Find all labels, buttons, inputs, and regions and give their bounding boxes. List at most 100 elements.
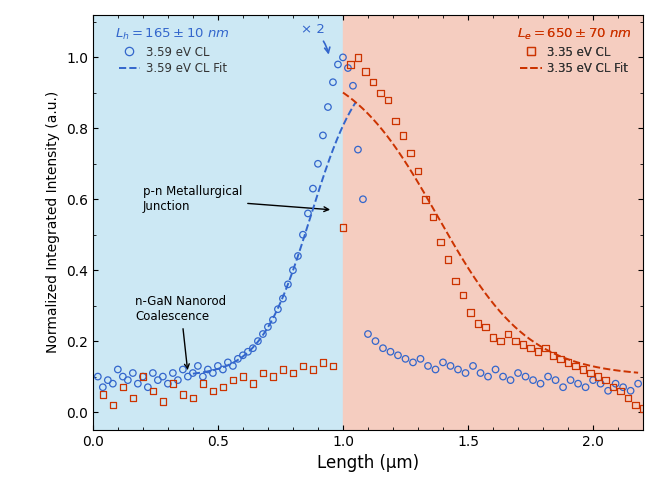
Point: [313, 160, 324, 168]
Point: [103, 376, 113, 384]
Point: [375, 89, 386, 97]
Point: [383, 96, 393, 104]
Point: [162, 380, 173, 388]
Point: [573, 380, 583, 388]
Point: [152, 376, 163, 384]
Point: [168, 369, 178, 377]
Point: [178, 390, 188, 398]
Point: [278, 366, 288, 373]
Point: [113, 366, 123, 373]
Point: [512, 369, 523, 377]
Point: [288, 369, 298, 377]
Point: [198, 380, 208, 388]
Point: [490, 366, 501, 373]
Point: [483, 372, 493, 380]
Text: p-n Metallurgical
Junction: p-n Metallurgical Junction: [143, 185, 329, 213]
Point: [378, 344, 389, 352]
Point: [543, 372, 554, 380]
Point: [400, 355, 411, 363]
Point: [93, 372, 103, 380]
Point: [337, 53, 348, 61]
Point: [390, 117, 400, 125]
Point: [137, 372, 148, 380]
Point: [188, 369, 198, 377]
Point: [133, 380, 143, 388]
Point: [638, 405, 648, 412]
Point: [443, 255, 453, 263]
Point: [405, 149, 416, 157]
Point: [415, 355, 426, 363]
Point: [460, 369, 471, 377]
Point: [253, 337, 263, 345]
Point: [127, 369, 138, 377]
Point: [533, 348, 544, 356]
Point: [423, 362, 434, 370]
Point: [563, 359, 573, 367]
Point: [633, 380, 643, 388]
Point: [337, 224, 348, 232]
Point: [353, 53, 363, 61]
Point: [272, 305, 283, 313]
Point: [435, 238, 446, 246]
Point: [357, 195, 368, 203]
Point: [97, 383, 108, 391]
Point: [97, 390, 108, 398]
Point: [556, 355, 566, 363]
Point: [148, 369, 158, 377]
Y-axis label: Normalized Integrated Intensity (a.u.): Normalized Integrated Intensity (a.u.): [46, 91, 60, 353]
Point: [525, 344, 536, 352]
Point: [217, 366, 228, 373]
Point: [282, 281, 293, 288]
Point: [328, 362, 338, 370]
Point: [535, 380, 546, 388]
Point: [203, 366, 213, 373]
Point: [580, 383, 591, 391]
Point: [518, 341, 528, 349]
Point: [117, 383, 128, 391]
Text: n-GaN Nanorod
Coalescence: n-GaN Nanorod Coalescence: [135, 295, 227, 369]
Point: [398, 131, 408, 139]
Point: [566, 376, 576, 384]
Point: [467, 362, 478, 370]
Point: [345, 61, 356, 69]
Point: [158, 372, 168, 380]
Point: [548, 351, 558, 359]
Point: [188, 394, 198, 402]
Point: [328, 78, 338, 86]
Point: [480, 323, 491, 331]
Point: [107, 380, 118, 388]
Point: [593, 372, 603, 380]
Point: [308, 366, 318, 373]
Point: [227, 376, 238, 384]
Point: [445, 362, 455, 370]
Point: [360, 68, 371, 76]
Point: [457, 291, 468, 299]
Point: [198, 372, 208, 380]
Point: [298, 362, 308, 370]
Point: [217, 383, 228, 391]
Point: [428, 213, 438, 221]
Point: [178, 366, 188, 373]
Point: [368, 78, 379, 86]
Point: [623, 394, 633, 402]
Point: [258, 330, 269, 338]
Bar: [343, 15, 643, 430]
Point: [208, 387, 218, 395]
Point: [550, 376, 561, 384]
Point: [495, 337, 506, 345]
Point: [465, 309, 476, 317]
Point: [392, 351, 403, 359]
Point: [172, 376, 183, 384]
Point: [268, 316, 278, 324]
Point: [625, 387, 636, 395]
Point: [505, 376, 516, 384]
Legend: 3.35 eV CL, 3.35 eV CL Fit: 3.35 eV CL, 3.35 eV CL Fit: [517, 27, 632, 75]
Point: [408, 359, 418, 367]
Point: [430, 366, 441, 373]
Point: [511, 337, 521, 345]
Point: [453, 366, 463, 373]
Point: [268, 372, 278, 380]
Point: [308, 185, 318, 193]
Point: [302, 209, 313, 217]
Point: [233, 355, 243, 363]
